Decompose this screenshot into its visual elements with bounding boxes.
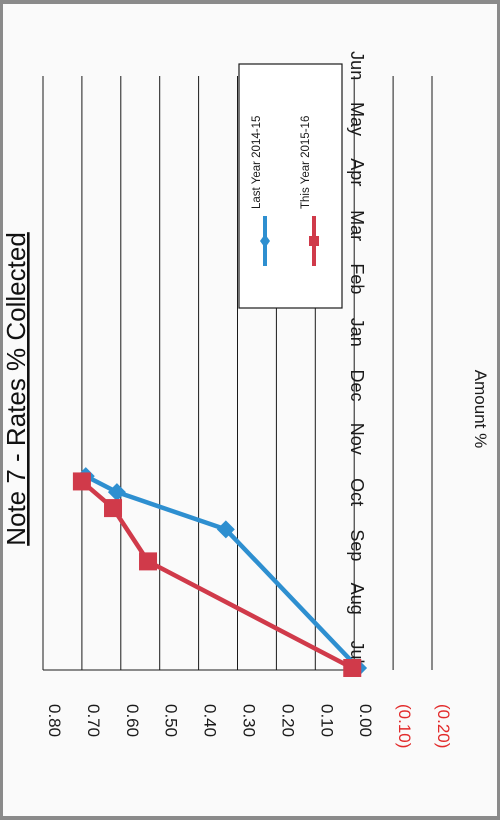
y-tick-label: (0.10) [395,704,414,748]
scanned-page: Last Year 2014-15 This Year 2015-16 Jul Au… [3,4,497,816]
legend [238,63,343,309]
data-point [139,552,158,571]
y-tick-label: 0.60 [123,704,142,737]
series-layer [72,467,368,677]
data-point [216,520,235,539]
category-label: Jun [347,51,367,80]
category-label: Aug [347,583,367,615]
category-label: Dec [347,369,367,401]
y-tick-label: 0.30 [240,704,259,737]
legend-label: Last Year 2014-15 [251,116,263,209]
y-tick-label: 0.20 [278,704,297,737]
category-label: Jan [347,318,367,347]
data-point [343,658,362,677]
y-tick-label: 0.50 [162,704,181,737]
category-label: Feb [347,263,367,294]
data-point [107,483,126,502]
chart-title: Note 7 - Rates % Collected [3,232,31,546]
category-label: Mar [347,210,367,241]
legend-label: This Year 2015-16 [300,116,312,209]
category-label: May [347,102,367,136]
series-line [80,479,354,670]
y-tick-label: (0.20) [434,704,453,748]
data-point [104,499,123,518]
category-labels: Jul Aug Sep Oct Nov Dec Jan Feb Mar Apr May Jun [347,51,367,663]
legend-marker [309,236,319,246]
category-label: Apr [347,158,367,186]
y-tick-label: 0.10 [317,704,336,737]
y-tick-label: 0.40 [201,704,220,737]
gridlines [42,76,433,671]
rates-collected-chart: Last Year 2014-15 This Year 2015-16 Jul Au… [3,51,490,748]
y-tick-label: 0.00 [356,704,375,737]
data-point [72,472,91,491]
category-label: Jul [347,640,367,663]
legend-marker [260,234,270,248]
y-axis-label: Amount % [471,370,490,448]
category-label: Oct [347,478,367,506]
y-tick-label: 0.80 [45,704,64,737]
y-tick-labels: 0.80 0.70 0.60 0.50 0.40 0.30 0.20 0.10 0.00 (0.1… [45,704,453,748]
category-label: Sep [347,529,367,561]
series-line [84,474,360,670]
legend-items: Last Year 2014-15 This Year 2015-16 [251,116,319,266]
y-tick-label: 0.70 [84,704,103,737]
category-label: Nov [347,423,367,455]
